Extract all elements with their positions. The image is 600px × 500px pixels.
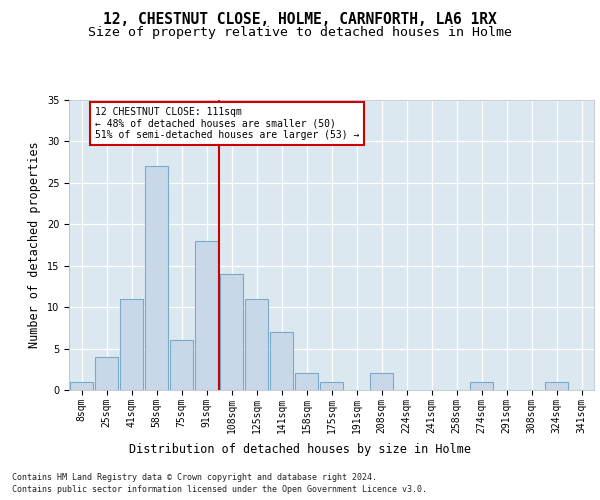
Bar	[295, 374, 318, 390]
Bar	[145, 166, 168, 390]
Text: 12, CHESTNUT CLOSE, HOLME, CARNFORTH, LA6 1RX: 12, CHESTNUT CLOSE, HOLME, CARNFORTH, LA…	[103, 12, 497, 28]
Bar	[95, 357, 118, 390]
Text: Distribution of detached houses by size in Holme: Distribution of detached houses by size …	[129, 442, 471, 456]
Text: 12 CHESTNUT CLOSE: 111sqm
← 48% of detached houses are smaller (50)
51% of semi-: 12 CHESTNUT CLOSE: 111sqm ← 48% of detac…	[95, 106, 359, 140]
Bar	[195, 241, 218, 390]
Bar	[220, 274, 243, 390]
Bar	[245, 299, 268, 390]
Bar	[270, 332, 293, 390]
Text: Contains HM Land Registry data © Crown copyright and database right 2024.: Contains HM Land Registry data © Crown c…	[12, 472, 377, 482]
Bar	[170, 340, 193, 390]
Bar	[70, 382, 93, 390]
Bar	[545, 382, 568, 390]
Y-axis label: Number of detached properties: Number of detached properties	[28, 142, 41, 348]
Text: Contains public sector information licensed under the Open Government Licence v3: Contains public sector information licen…	[12, 485, 427, 494]
Bar	[470, 382, 493, 390]
Text: Size of property relative to detached houses in Holme: Size of property relative to detached ho…	[88, 26, 512, 39]
Bar	[320, 382, 343, 390]
Bar	[370, 374, 393, 390]
Bar	[120, 299, 143, 390]
